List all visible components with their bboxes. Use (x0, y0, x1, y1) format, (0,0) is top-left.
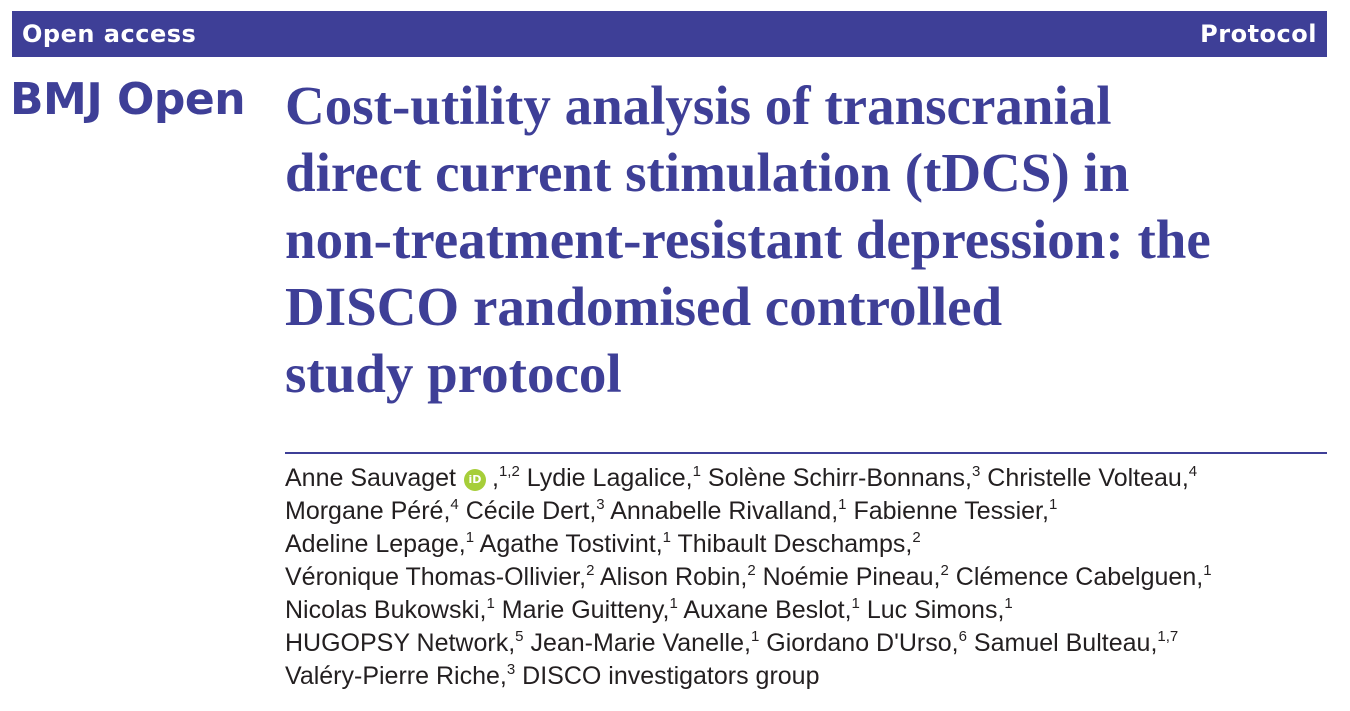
journal-logo: BMJ Open (10, 74, 246, 125)
author-name[interactable]: Fabienne Tessier (853, 497, 1043, 525)
author-name[interactable]: Samuel Bulteau (973, 629, 1151, 657)
affiliation-marker: 3 (971, 463, 981, 480)
affiliation-marker: 1 (465, 529, 475, 546)
affiliation-marker: 2 (747, 562, 756, 579)
author-name[interactable]: Clémence Cabelguen (955, 563, 1197, 591)
affiliation-marker: 2 (586, 562, 595, 579)
affiliation-marker: 1 (669, 595, 678, 612)
affiliation-marker: 5 (515, 628, 524, 645)
author-name[interactable]: Marie Guitteny (501, 596, 663, 624)
header-banner: Open access Protocol (12, 11, 1327, 57)
affiliation-marker: 1 (1048, 496, 1058, 513)
author-name[interactable]: Christelle Volteau (987, 464, 1182, 492)
author-line: Valéry-Pierre Riche,3 DISCO investigator… (285, 661, 820, 690)
affiliation-marker: 4 (450, 496, 459, 513)
author-name[interactable]: Alison Robin (600, 563, 741, 591)
author-name[interactable]: Noémie Pineau (762, 563, 934, 591)
author-name[interactable]: Nicolas Bukowski (285, 596, 480, 624)
affiliation-marker: 6 (958, 628, 967, 645)
affiliation-marker: 1 (851, 595, 860, 612)
affiliation-marker: 1 (750, 628, 760, 645)
affiliation-marker: 2 (912, 529, 921, 546)
article-type-label: Protocol (1200, 20, 1317, 48)
author-name[interactable]: Luc Simons (866, 596, 998, 624)
author-name[interactable]: Adeline Lepage (285, 530, 459, 558)
author-line: Véronique Thomas-Ollivier,2 Alison Robin… (285, 562, 1212, 591)
author-name[interactable]: Cécile Dert (465, 497, 590, 525)
author-name[interactable]: HUGOPSY Network (285, 629, 509, 657)
title-divider (285, 452, 1327, 454)
author-name[interactable]: Solène Schirr-Bonnans (707, 464, 966, 492)
author-line: Nicolas Bukowski,1 Marie Guitteny,1 Auxa… (285, 595, 1013, 624)
author-name[interactable]: Jean-Marie Vanelle (530, 629, 745, 657)
orcid-icon[interactable]: iD (463, 469, 486, 491)
affiliation-marker: 1 (1004, 595, 1013, 612)
affiliation-marker: 1 (662, 529, 671, 546)
affiliation-marker: 3 (506, 661, 516, 678)
author-name[interactable]: Lydie Lagalice (526, 464, 686, 492)
title-line: non-treatment-resistant depression: the (285, 209, 1211, 270)
title-line: DISCO randomised controlled (285, 276, 1003, 337)
affiliation-marker: 1 (1203, 562, 1212, 579)
affiliation-marker: 1,7 (1157, 628, 1179, 645)
article-title: Cost-utility analysis of transcranial di… (285, 72, 1335, 407)
author-line: Adeline Lepage,1 Agathe Tostivint,1 Thib… (285, 529, 921, 558)
author-name[interactable]: Morgane Péré (285, 497, 444, 525)
author-line: Morgane Péré,4 Cécile Dert,3 Annabelle R… (285, 496, 1058, 525)
author-name[interactable]: Agathe Tostivint (479, 530, 656, 558)
author-name[interactable]: DISCO investigators group (522, 662, 820, 690)
author-name[interactable]: Anne Sauvaget (285, 464, 456, 492)
author-name[interactable]: Thibault Deschamps (677, 530, 906, 558)
title-line: direct current stimulation (tDCS) in (285, 142, 1130, 203)
author-line: HUGOPSY Network,5 Jean-Marie Vanelle,1 G… (285, 628, 1179, 657)
author-name[interactable]: Annabelle Rivalland (610, 497, 832, 525)
affiliation-marker: 4 (1188, 463, 1198, 480)
affiliation-marker: 1 (486, 595, 495, 612)
open-access-label: Open access (22, 20, 197, 48)
affiliation-marker: 3 (596, 496, 605, 513)
author-line: Anne Sauvaget iD ,1,2 Lydie Lagalice,1 Sol… (285, 463, 1198, 492)
affiliation-marker: 1,2 (498, 463, 520, 480)
author-list: Anne Sauvaget iD ,1,2 Lydie Lagalice,1 Sol… (285, 462, 1335, 693)
title-line: Cost-utility analysis of transcranial (285, 75, 1112, 136)
affiliation-marker: 1 (692, 463, 701, 480)
author-name[interactable]: Auxane Beslot (683, 596, 845, 624)
author-name[interactable]: Giordano D'Urso (766, 629, 952, 657)
title-line: study protocol (285, 343, 622, 404)
author-name[interactable]: Valéry-Pierre Riche (285, 662, 500, 690)
affiliation-marker: 2 (940, 562, 949, 579)
author-name[interactable]: Véronique Thomas-Ollivier (285, 563, 580, 591)
affiliation-marker: 1 (838, 496, 847, 513)
